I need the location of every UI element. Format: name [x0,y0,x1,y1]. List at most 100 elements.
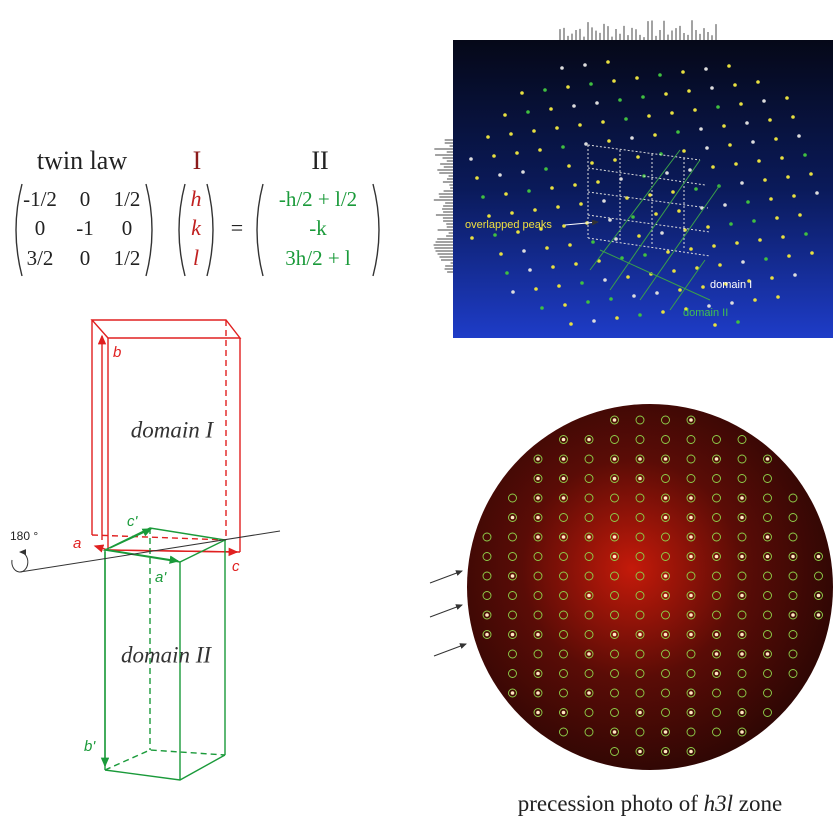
reflection-ring [584,454,594,464]
peak [734,162,738,166]
peak [580,281,584,285]
peak [803,153,807,157]
reflection-ring [686,708,696,717]
reflection [612,632,617,637]
reflection-ring [559,688,568,698]
reflection-ring [661,435,670,444]
reflection-ring [482,571,492,581]
matrix-entry: 1/2 [114,246,141,270]
reflection [485,613,489,617]
label: I [193,146,202,175]
caption: precession photo of h3l zone [518,791,782,816]
reflection-ring [737,688,747,698]
reflection-ring [508,591,517,600]
peak [630,136,634,140]
reflection-ring [763,630,772,639]
peak [568,243,572,247]
peak [740,181,744,185]
reflection [689,535,693,539]
peak [481,195,485,199]
peak [707,304,711,308]
reflection-ring [686,552,696,561]
reflection-ring [559,669,568,678]
reflection [663,730,668,734]
reflection-ring [686,493,696,503]
reflection-ring [508,669,517,678]
peak [711,165,715,169]
peak [798,213,802,217]
peak [569,322,573,326]
reflection [612,730,617,734]
reflection-ring [584,727,594,737]
peak [815,191,819,195]
reflection-ring [788,493,798,503]
reflection-ring [482,630,492,639]
peak [603,278,607,282]
peak [510,211,514,215]
reflection-ring [763,454,772,464]
reflection [587,437,591,442]
reflection [587,593,591,598]
reflection-ring [763,532,772,542]
reflection-ring [482,610,492,620]
peak [528,268,532,272]
domain-I-box [90,319,242,557]
reflection-ring [610,630,619,639]
peak [643,253,647,257]
reflection-ring [584,513,594,522]
rotation-label: 180 ° [10,529,38,543]
peak [713,323,717,327]
peak [492,154,496,158]
reflection-ring [533,552,543,561]
peak [579,202,583,206]
peak [733,83,737,87]
reflection-ring [737,552,747,561]
peak [606,60,610,64]
reflection-ring [686,415,696,425]
peak [768,118,772,122]
title: twin law [37,146,127,175]
reflection-ring [584,669,594,678]
image-background [453,40,833,338]
reflection-ring [737,708,747,717]
reflection-ring [763,591,772,600]
reflection-ring [508,630,517,639]
reflection-ring [610,747,619,756]
reflection-ring [712,474,721,483]
peak [753,298,757,302]
axis-label: a' [155,569,167,586]
reflection-ring [559,454,568,464]
reflection [740,554,744,559]
result-entry: 3h/2 + l [285,246,351,270]
annotation: overlapped peaks [465,219,552,231]
peak [735,241,739,245]
reflection-ring [635,415,645,425]
reflection-ring [686,727,696,737]
reflection-ring [508,552,517,561]
peak [566,85,570,89]
reflection-ring [712,571,721,581]
label: II [311,146,328,175]
caption-part: precession photo of [518,791,704,816]
reflection [510,691,515,695]
reflection-ring [533,630,543,639]
reflection [689,710,693,715]
peak [747,279,751,283]
peak [601,120,605,124]
annotation: domain I [710,279,752,291]
reflection-ring [712,610,721,620]
peak [545,246,549,250]
reflection-ring [610,532,619,542]
reflection-ring [661,708,670,717]
reflection [740,632,744,637]
reflection-ring [661,727,670,737]
reflection [663,749,668,754]
reflection [612,476,617,481]
peak [687,89,691,93]
peak [729,222,733,226]
peak [583,63,587,67]
peak [612,79,616,83]
peak [718,263,722,267]
reflection-ring [737,727,747,737]
peak [560,66,564,70]
